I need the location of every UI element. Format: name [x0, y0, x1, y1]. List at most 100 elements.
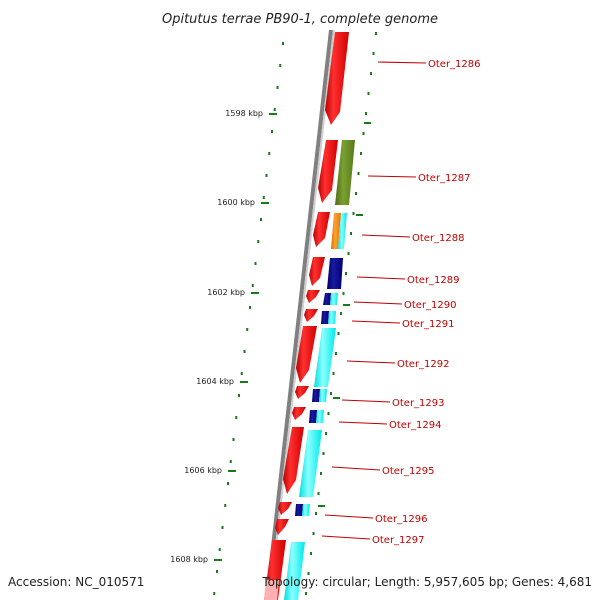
gene-label[interactable]: Oter_1294	[389, 420, 442, 431]
scale-dot	[350, 232, 352, 235]
gene-oter-1287[interactable]	[318, 140, 338, 203]
gene-oter-1293[interactable]	[295, 386, 309, 399]
scale-dot	[216, 570, 218, 573]
outer-scale-dots	[213, 42, 284, 595]
scale-dot	[249, 306, 251, 309]
scale-dot	[315, 512, 317, 515]
scale-dot	[305, 592, 307, 595]
label-leader-line	[353, 301, 403, 305]
gene-label[interactable]: Oter_1291	[402, 319, 455, 330]
scale-dash	[343, 304, 350, 306]
scale-dot	[246, 328, 249, 331]
gene-1293-navy[interactable]	[312, 389, 320, 402]
gene-label[interactable]: Oter_1293	[392, 398, 445, 409]
scale-dot	[265, 174, 268, 177]
scale-dot	[312, 532, 315, 535]
gene-1290-navy[interactable]	[323, 293, 331, 305]
scale-dot	[232, 438, 235, 441]
gene-labels: Oter_1286 Oter_1287 Oter_1288 Oter_1289 Oter…	[321, 59, 481, 546]
accession-text: Accession: NC_010571	[8, 575, 144, 589]
label-leader-line	[321, 535, 371, 540]
scale-dot	[227, 482, 229, 485]
label-leader-line	[351, 320, 401, 324]
kbp-tick-mark	[214, 559, 222, 561]
reverse-strand-genes	[284, 140, 355, 600]
gene-oter-1290[interactable]	[306, 290, 320, 303]
scale-dash	[364, 122, 371, 124]
kbp-tick-label: 1604 kbp	[196, 377, 234, 386]
gene-1296-cyan[interactable]	[302, 504, 310, 516]
gene-1294-cyan[interactable]	[316, 410, 324, 423]
gene-1287-olive[interactable]	[335, 140, 355, 205]
gene-1288-cyan[interactable]	[338, 213, 347, 249]
scale-dot	[325, 432, 327, 435]
scale-dot	[337, 332, 340, 335]
scale-dash	[318, 505, 325, 507]
gene-label[interactable]: Oter_1297	[372, 535, 425, 546]
scale-dot	[310, 552, 312, 555]
label-leader-line	[341, 399, 391, 403]
scale-dot	[355, 192, 357, 195]
gene-label[interactable]: Oter_1287	[418, 173, 471, 184]
gene-1291-cyan[interactable]	[328, 311, 336, 324]
scale-dot	[229, 460, 232, 463]
gene-1298-cyan[interactable]	[284, 542, 305, 600]
gene-oter-1286[interactable]	[325, 32, 349, 125]
gene-1289-navy[interactable]	[327, 258, 343, 289]
gene-oter-1297[interactable]	[275, 519, 289, 535]
gene-oter-1294[interactable]	[292, 407, 306, 420]
scale-dot	[273, 108, 276, 111]
scale-dot	[260, 218, 262, 221]
kbp-tick-mark	[228, 470, 236, 472]
scale-dot	[327, 412, 330, 415]
gene-partial-bottom-light	[264, 580, 279, 600]
gene-1296-navy[interactable]	[295, 504, 303, 516]
scale-dot	[279, 64, 282, 67]
gene-label[interactable]: Oter_1295	[382, 466, 435, 477]
genome-stats-text: Topology: circular; Length: 5,957,605 bp…	[261, 575, 592, 589]
scale-dot	[332, 372, 335, 375]
kbp-tick-mark	[261, 202, 269, 204]
scale-dot	[251, 284, 254, 287]
gene-label[interactable]: Oter_1286	[428, 59, 481, 70]
scale-dot	[345, 272, 347, 275]
gene-oter-1289[interactable]	[309, 257, 325, 286]
label-leader-line	[361, 234, 411, 238]
gene-label[interactable]: Oter_1296	[375, 514, 428, 525]
gene-label[interactable]: Oter_1292	[397, 359, 450, 370]
scale-dot	[213, 592, 216, 595]
gene-oter-1291[interactable]	[304, 309, 318, 322]
scale-dot	[360, 152, 362, 155]
kbp-tick-mark	[269, 113, 277, 115]
gene-1291-navy[interactable]	[321, 311, 329, 324]
scale-dash	[356, 214, 363, 216]
scale-dot	[262, 196, 265, 199]
gene-1292-cyan[interactable]	[314, 328, 336, 387]
gene-1295-cyan[interactable]	[299, 430, 322, 497]
scale-dot	[335, 352, 337, 355]
label-leader-line	[346, 360, 396, 364]
scale-dot	[367, 92, 370, 95]
gene-oter-1292[interactable]	[296, 326, 317, 383]
gene-oter-1288[interactable]	[313, 212, 330, 247]
scale-dot	[243, 350, 246, 353]
gene-1288-orange[interactable]	[331, 213, 341, 249]
gene-oter-1296[interactable]	[278, 502, 292, 515]
scale-dot	[257, 240, 260, 243]
gene-oter-1295[interactable]	[283, 427, 304, 494]
gene-1293-cyan[interactable]	[319, 389, 327, 402]
scale-dot	[375, 32, 377, 35]
inner-scale-dots	[305, 32, 377, 595]
gene-1294-navy[interactable]	[309, 410, 317, 423]
gene-label[interactable]: Oter_1289	[407, 275, 460, 286]
scale-dot	[307, 572, 310, 575]
scale-dot	[224, 504, 227, 507]
gene-label[interactable]: Oter_1288	[412, 233, 465, 244]
map-title: Opitutus terrae PB90-1, complete genome	[162, 12, 438, 27]
scale-dot	[317, 492, 320, 495]
scale-dash	[333, 397, 340, 399]
gene-label[interactable]: Oter_1290	[404, 300, 457, 311]
scale-dot	[357, 172, 360, 175]
gene-1290-cyan[interactable]	[330, 293, 338, 305]
scale-dot	[362, 132, 365, 135]
